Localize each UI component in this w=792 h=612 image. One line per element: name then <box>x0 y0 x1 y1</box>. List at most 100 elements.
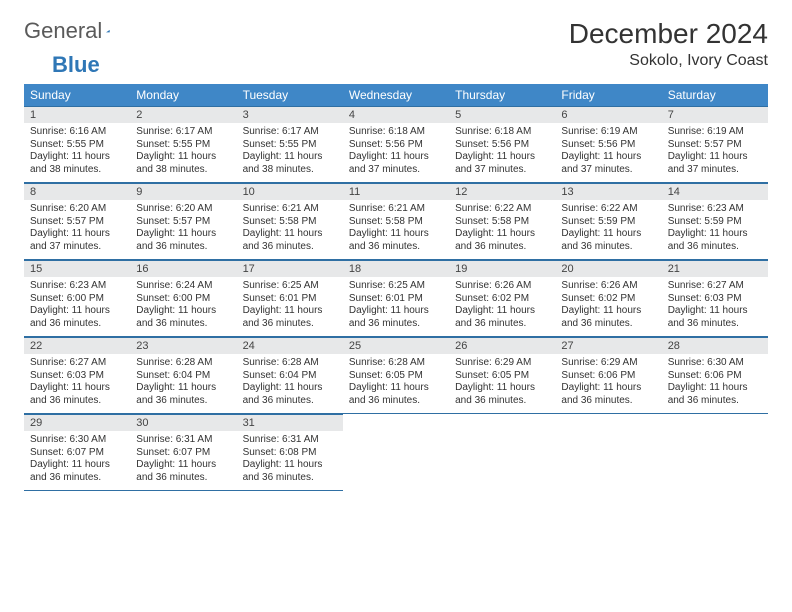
day-details: Sunrise: 6:25 AMSunset: 6:01 PMDaylight:… <box>237 277 343 336</box>
logo: General <box>24 18 132 44</box>
day-number: 28 <box>662 337 768 354</box>
day-details: Sunrise: 6:27 AMSunset: 6:03 PMDaylight:… <box>662 277 768 336</box>
calendar-cell: 23Sunrise: 6:28 AMSunset: 6:04 PMDayligh… <box>130 337 236 414</box>
calendar-cell: 4Sunrise: 6:18 AMSunset: 5:56 PMDaylight… <box>343 106 449 183</box>
day-number: 2 <box>130 106 236 123</box>
day-details: Sunrise: 6:29 AMSunset: 6:06 PMDaylight:… <box>555 354 661 413</box>
calendar-cell: 30Sunrise: 6:31 AMSunset: 6:07 PMDayligh… <box>130 414 236 491</box>
calendar-cell: 6Sunrise: 6:19 AMSunset: 5:56 PMDaylight… <box>555 106 661 183</box>
day-details: Sunrise: 6:29 AMSunset: 6:05 PMDaylight:… <box>449 354 555 413</box>
calendar-cell: 28Sunrise: 6:30 AMSunset: 6:06 PMDayligh… <box>662 337 768 414</box>
day-number: 8 <box>24 183 130 200</box>
calendar-head: SundayMondayTuesdayWednesdayThursdayFrid… <box>24 84 768 106</box>
day-details: Sunrise: 6:26 AMSunset: 6:02 PMDaylight:… <box>449 277 555 336</box>
day-number: 18 <box>343 260 449 277</box>
day-details: Sunrise: 6:28 AMSunset: 6:05 PMDaylight:… <box>343 354 449 413</box>
day-number: 30 <box>130 414 236 431</box>
day-details: Sunrise: 6:28 AMSunset: 6:04 PMDaylight:… <box>130 354 236 413</box>
calendar-cell: 27Sunrise: 6:29 AMSunset: 6:06 PMDayligh… <box>555 337 661 414</box>
day-details: Sunrise: 6:20 AMSunset: 5:57 PMDaylight:… <box>130 200 236 259</box>
day-details: Sunrise: 6:25 AMSunset: 6:01 PMDaylight:… <box>343 277 449 336</box>
weekday-header: Friday <box>555 84 661 106</box>
calendar-cell: 25Sunrise: 6:28 AMSunset: 6:05 PMDayligh… <box>343 337 449 414</box>
day-number: 27 <box>555 337 661 354</box>
calendar-cell: 14Sunrise: 6:23 AMSunset: 5:59 PMDayligh… <box>662 183 768 260</box>
calendar-cell: 17Sunrise: 6:25 AMSunset: 6:01 PMDayligh… <box>237 260 343 337</box>
calendar-table: SundayMondayTuesdayWednesdayThursdayFrid… <box>24 84 768 491</box>
day-details: Sunrise: 6:27 AMSunset: 6:03 PMDaylight:… <box>24 354 130 413</box>
logo-text-general: General <box>24 18 102 44</box>
day-details: Sunrise: 6:23 AMSunset: 5:59 PMDaylight:… <box>662 200 768 259</box>
day-details: Sunrise: 6:17 AMSunset: 5:55 PMDaylight:… <box>237 123 343 182</box>
day-details: Sunrise: 6:19 AMSunset: 5:56 PMDaylight:… <box>555 123 661 182</box>
day-details: Sunrise: 6:23 AMSunset: 6:00 PMDaylight:… <box>24 277 130 336</box>
calendar-cell: 31Sunrise: 6:31 AMSunset: 6:08 PMDayligh… <box>237 414 343 491</box>
weekday-header: Thursday <box>449 84 555 106</box>
month-title: December 2024 <box>569 18 768 50</box>
day-details: Sunrise: 6:30 AMSunset: 6:06 PMDaylight:… <box>662 354 768 413</box>
calendar-cell <box>555 414 661 491</box>
weekday-header: Wednesday <box>343 84 449 106</box>
day-number: 29 <box>24 414 130 431</box>
calendar-cell: 29Sunrise: 6:30 AMSunset: 6:07 PMDayligh… <box>24 414 130 491</box>
day-number: 7 <box>662 106 768 123</box>
calendar-cell <box>662 414 768 491</box>
calendar-cell: 11Sunrise: 6:21 AMSunset: 5:58 PMDayligh… <box>343 183 449 260</box>
day-details: Sunrise: 6:22 AMSunset: 5:58 PMDaylight:… <box>449 200 555 259</box>
day-details: Sunrise: 6:30 AMSunset: 6:07 PMDaylight:… <box>24 431 130 490</box>
logo-text-blue: Blue <box>24 52 100 78</box>
calendar-cell: 13Sunrise: 6:22 AMSunset: 5:59 PMDayligh… <box>555 183 661 260</box>
calendar-cell: 24Sunrise: 6:28 AMSunset: 6:04 PMDayligh… <box>237 337 343 414</box>
day-number: 24 <box>237 337 343 354</box>
calendar-cell: 1Sunrise: 6:16 AMSunset: 5:55 PMDaylight… <box>24 106 130 183</box>
day-number: 10 <box>237 183 343 200</box>
day-details: Sunrise: 6:21 AMSunset: 5:58 PMDaylight:… <box>237 200 343 259</box>
day-number: 6 <box>555 106 661 123</box>
day-number: 25 <box>343 337 449 354</box>
day-number: 3 <box>237 106 343 123</box>
calendar-cell: 2Sunrise: 6:17 AMSunset: 5:55 PMDaylight… <box>130 106 236 183</box>
day-number: 14 <box>662 183 768 200</box>
day-number: 9 <box>130 183 236 200</box>
calendar-cell: 3Sunrise: 6:17 AMSunset: 5:55 PMDaylight… <box>237 106 343 183</box>
day-number: 22 <box>24 337 130 354</box>
day-details: Sunrise: 6:18 AMSunset: 5:56 PMDaylight:… <box>343 123 449 182</box>
day-number: 11 <box>343 183 449 200</box>
weekday-header: Sunday <box>24 84 130 106</box>
day-number: 31 <box>237 414 343 431</box>
day-number: 26 <box>449 337 555 354</box>
calendar-cell: 20Sunrise: 6:26 AMSunset: 6:02 PMDayligh… <box>555 260 661 337</box>
day-number: 12 <box>449 183 555 200</box>
calendar-cell: 26Sunrise: 6:29 AMSunset: 6:05 PMDayligh… <box>449 337 555 414</box>
calendar-body: 1Sunrise: 6:16 AMSunset: 5:55 PMDaylight… <box>24 106 768 491</box>
day-number: 5 <box>449 106 555 123</box>
day-number: 16 <box>130 260 236 277</box>
weekday-header: Tuesday <box>237 84 343 106</box>
day-details: Sunrise: 6:26 AMSunset: 6:02 PMDaylight:… <box>555 277 661 336</box>
calendar-cell <box>449 414 555 491</box>
day-number: 21 <box>662 260 768 277</box>
calendar-cell: 18Sunrise: 6:25 AMSunset: 6:01 PMDayligh… <box>343 260 449 337</box>
calendar-cell: 7Sunrise: 6:19 AMSunset: 5:57 PMDaylight… <box>662 106 768 183</box>
day-number: 17 <box>237 260 343 277</box>
day-details: Sunrise: 6:19 AMSunset: 5:57 PMDaylight:… <box>662 123 768 182</box>
day-details: Sunrise: 6:24 AMSunset: 6:00 PMDaylight:… <box>130 277 236 336</box>
day-number: 13 <box>555 183 661 200</box>
day-details: Sunrise: 6:21 AMSunset: 5:58 PMDaylight:… <box>343 200 449 259</box>
calendar-cell: 22Sunrise: 6:27 AMSunset: 6:03 PMDayligh… <box>24 337 130 414</box>
calendar-cell: 19Sunrise: 6:26 AMSunset: 6:02 PMDayligh… <box>449 260 555 337</box>
weekday-header: Monday <box>130 84 236 106</box>
day-number: 1 <box>24 106 130 123</box>
calendar-cell: 8Sunrise: 6:20 AMSunset: 5:57 PMDaylight… <box>24 183 130 260</box>
day-details: Sunrise: 6:31 AMSunset: 6:08 PMDaylight:… <box>237 431 343 490</box>
day-details: Sunrise: 6:22 AMSunset: 5:59 PMDaylight:… <box>555 200 661 259</box>
day-number: 20 <box>555 260 661 277</box>
calendar-cell: 12Sunrise: 6:22 AMSunset: 5:58 PMDayligh… <box>449 183 555 260</box>
calendar-cell: 21Sunrise: 6:27 AMSunset: 6:03 PMDayligh… <box>662 260 768 337</box>
calendar-cell: 15Sunrise: 6:23 AMSunset: 6:00 PMDayligh… <box>24 260 130 337</box>
day-details: Sunrise: 6:31 AMSunset: 6:07 PMDaylight:… <box>130 431 236 490</box>
day-details: Sunrise: 6:28 AMSunset: 6:04 PMDaylight:… <box>237 354 343 413</box>
logo-triangle-icon <box>106 22 110 40</box>
calendar-cell: 10Sunrise: 6:21 AMSunset: 5:58 PMDayligh… <box>237 183 343 260</box>
calendar-cell: 5Sunrise: 6:18 AMSunset: 5:56 PMDaylight… <box>449 106 555 183</box>
